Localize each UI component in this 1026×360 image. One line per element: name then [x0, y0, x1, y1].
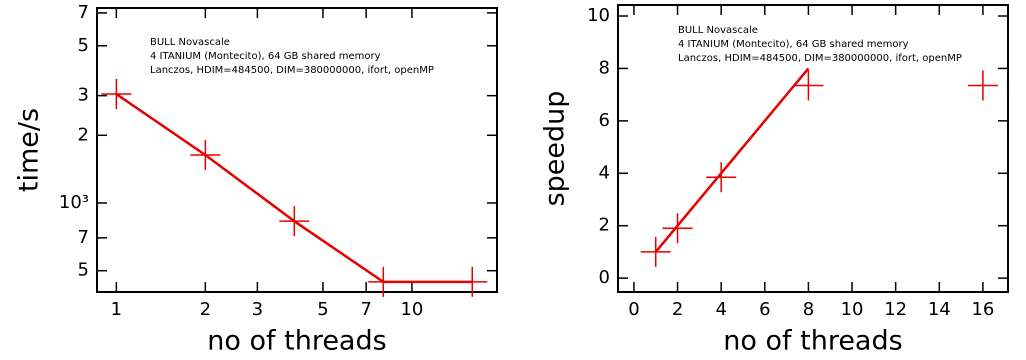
- annotation: BULL Novascale: [150, 37, 230, 48]
- y-tick-label: 5: [78, 260, 89, 281]
- y-tick-label: 6: [599, 110, 610, 131]
- x-tick-label: 0: [628, 299, 639, 320]
- x-tick-label: 8: [803, 299, 814, 320]
- x-tick-label: 5: [317, 299, 328, 320]
- annotation: Lanczos, HDIM=484500, DIM=380000000, ifo…: [678, 53, 962, 64]
- x-tick-label: 16: [971, 299, 994, 320]
- x-tick-label: 7: [360, 299, 371, 320]
- annotation: BULL Novascale: [678, 25, 758, 36]
- y-axis-label: time/s: [14, 108, 45, 192]
- x-tick-label: 6: [759, 299, 770, 320]
- y-tick-label: 7: [78, 2, 89, 23]
- x-tick-label: 4: [715, 299, 726, 320]
- y-tick-label: 10: [587, 5, 610, 26]
- y-tick-label: 5: [78, 35, 89, 56]
- y-tick-label: 4: [599, 162, 610, 183]
- y-axis-label: speedup: [540, 91, 571, 207]
- point-marker: [101, 79, 132, 110]
- y-tick-label: 0: [599, 267, 610, 288]
- point-marker: [662, 213, 693, 244]
- plot-frame: [617, 4, 1009, 293]
- x-tick-label: 10: [400, 299, 423, 320]
- annotation: Lanczos, HDIM=484500, DIM=380000000, ifo…: [150, 65, 434, 76]
- y-tick-label: 7: [78, 227, 89, 248]
- y-tick-label: 10³: [59, 192, 89, 213]
- point-marker: [793, 70, 824, 101]
- point-marker: [640, 236, 671, 267]
- point-marker: [967, 70, 998, 101]
- x-axis-label: no of threads: [207, 326, 386, 357]
- x-tick-label: 2: [672, 299, 683, 320]
- x-tick-label: 1: [111, 299, 122, 320]
- plot-frame: [96, 7, 498, 293]
- reference-line: [654, 67, 810, 253]
- series-line: [115, 93, 473, 284]
- y-tick-label: 8: [599, 57, 610, 78]
- point-marker: [368, 266, 399, 297]
- annotation: 4 ITANIUM (Montecito), 64 GB shared memo…: [678, 39, 909, 50]
- point-marker: [190, 139, 221, 170]
- x-tick-label: 3: [252, 299, 263, 320]
- x-tick-label: 12: [884, 299, 907, 320]
- point-marker: [279, 206, 310, 237]
- x-tick-label: 10: [841, 299, 864, 320]
- y-tick-label: 3: [78, 85, 89, 106]
- annotation: 4 ITANIUM (Montecito), 64 GB shared memo…: [150, 51, 381, 62]
- point-marker: [706, 162, 737, 193]
- x-tick-label: 14: [928, 299, 951, 320]
- y-tick-label: 2: [599, 215, 610, 236]
- x-tick-label: 2: [200, 299, 211, 320]
- y-tick-label: 2: [78, 124, 89, 145]
- x-axis-label: no of threads: [723, 326, 902, 357]
- point-marker: [457, 266, 488, 297]
